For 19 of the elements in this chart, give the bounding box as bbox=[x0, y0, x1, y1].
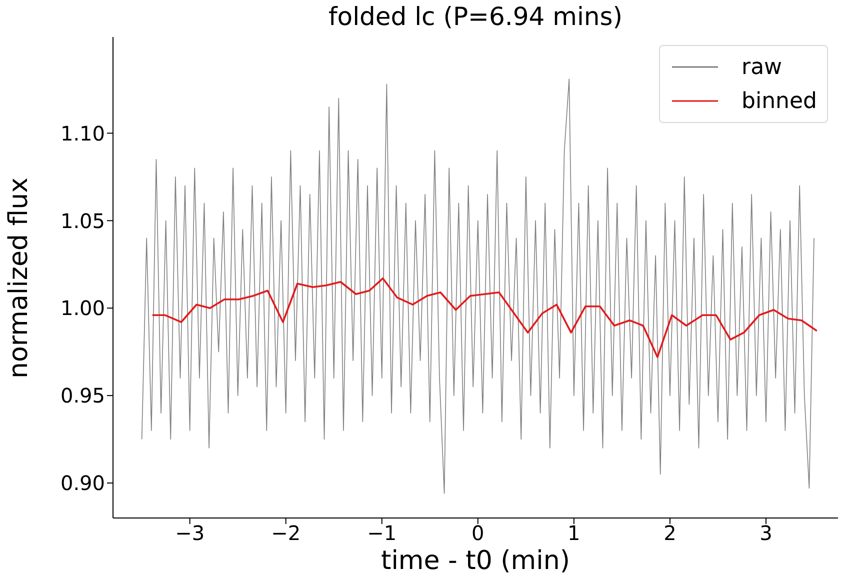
x-tick-label: 0 bbox=[472, 521, 484, 546]
x-tick-label: −3 bbox=[175, 521, 205, 546]
x-tick-label: −2 bbox=[271, 521, 301, 546]
x-axis-title: time - t0 (min) bbox=[380, 546, 571, 576]
x-tick-label: 1 bbox=[568, 521, 580, 546]
y-tick-label: 1.10 bbox=[60, 121, 105, 146]
y-tick-label: 1.05 bbox=[60, 208, 105, 233]
y-tick-label: 1.00 bbox=[60, 296, 105, 320]
x-tick-label: −1 bbox=[367, 521, 397, 546]
legend-label: raw bbox=[742, 54, 782, 80]
chart-title: folded lc (P=6.94 mins) bbox=[327, 2, 624, 31]
x-tick-label: 3 bbox=[760, 521, 772, 546]
x-tick-label: 2 bbox=[664, 521, 676, 546]
y-tick-label: 0.95 bbox=[60, 384, 105, 408]
y-tick-label: 0.90 bbox=[60, 471, 105, 496]
line-series bbox=[141, 78, 814, 494]
line-series bbox=[151, 277, 818, 358]
legend-label: binned bbox=[742, 88, 817, 114]
y-axis-title: normalized flux bbox=[4, 177, 34, 378]
